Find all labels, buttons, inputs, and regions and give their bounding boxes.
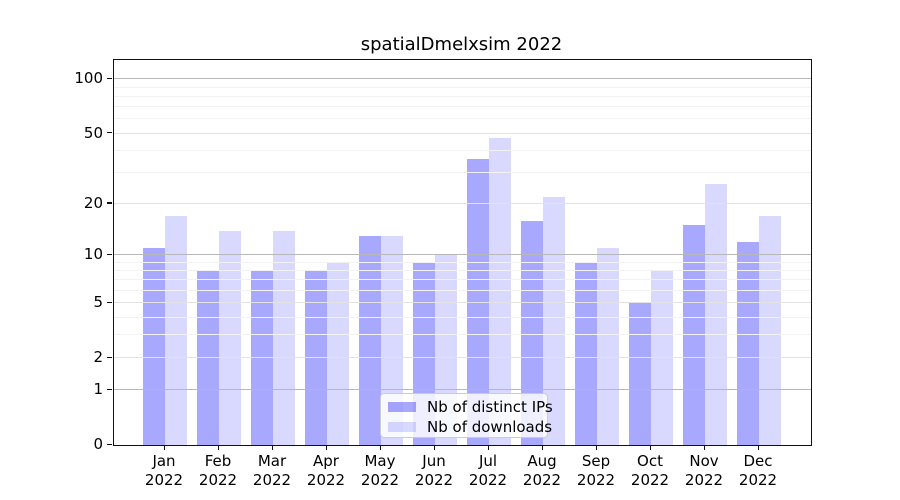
x-tick-apr	[325, 445, 327, 450]
x-tick-oct	[649, 445, 651, 450]
plot-area: Nb of distinct IPs Nb of downloads	[113, 59, 812, 446]
y-tick-label-2: 2	[93, 348, 103, 366]
legend-label-ips: Nb of distinct IPs	[427, 398, 553, 416]
y-tick-5	[107, 301, 112, 303]
x-tick-label-feb: Feb 2022	[198, 452, 238, 489]
x-tick-label-nov: Nov 2022	[684, 452, 724, 489]
downloads-bar-sep	[597, 248, 619, 445]
downloads-bar-may	[381, 235, 403, 445]
downloads-bar-aug	[543, 196, 565, 445]
x-tick-feb	[217, 445, 219, 450]
x-tick-jul	[487, 445, 489, 450]
x-tick-sep	[595, 445, 597, 450]
y-tick-2	[107, 356, 112, 358]
downloads-bar-feb	[219, 230, 241, 445]
gridline-20	[114, 202, 811, 204]
ips-swatch	[388, 402, 416, 412]
x-tick-dec	[757, 445, 759, 450]
ips-bar-jul	[467, 158, 489, 445]
x-tick-label-aug: Aug 2022	[522, 452, 562, 489]
y-tick-label-0: 0	[93, 435, 103, 453]
downloads-swatch	[388, 422, 416, 432]
gridline-100	[114, 78, 811, 80]
chart-title: spatialDmelxsim 2022	[360, 34, 563, 55]
gridline-2	[114, 357, 811, 358]
y-tick-label-10: 10	[83, 245, 103, 263]
y-tick-10	[107, 253, 112, 255]
x-tick-jun	[433, 445, 435, 450]
y-tick-label-5: 5	[93, 293, 103, 312]
downloads-bar-nov	[705, 183, 727, 445]
x-tick-jan	[163, 445, 165, 450]
x-tick-label-jan: Jan 2022	[144, 452, 184, 489]
y-tick-100	[107, 77, 112, 80]
legend-item-downloads: Nb of downloads	[381, 417, 552, 437]
gridline-4	[114, 316, 811, 318]
ips-bar-oct	[629, 303, 651, 445]
gridline-5	[114, 302, 811, 304]
y-tick-label-100: 100	[74, 69, 103, 88]
y-tick-50	[107, 132, 112, 134]
ips-bar-aug	[521, 220, 543, 445]
y-tick-label-20: 20	[83, 193, 103, 212]
legend: Nb of distinct IPs Nb of downloads	[380, 393, 553, 438]
y-tick-0	[107, 443, 112, 445]
downloads-bar-mar	[273, 230, 295, 445]
ips-bar-jan	[143, 248, 165, 445]
x-tick-label-apr: Apr 2022	[306, 452, 346, 489]
y-tick-20	[107, 202, 112, 204]
legend-label-downloads: Nb of downloads	[427, 418, 553, 436]
downloads-bar-jan	[165, 216, 187, 445]
gridline-6	[114, 289, 811, 291]
ips-bar-may	[359, 235, 381, 445]
legend-item-ips: Nb of distinct IPs	[381, 397, 553, 417]
gridline-80	[114, 95, 811, 97]
downloads-bar-jul	[489, 138, 511, 445]
y-tick-1	[107, 388, 112, 390]
gridline-8	[114, 269, 811, 271]
gridline-3	[114, 334, 811, 336]
gridline-70	[114, 106, 811, 108]
x-tick-aug	[541, 445, 543, 450]
gridline-50	[114, 132, 811, 134]
x-tick-label-dec: Dec 2022	[738, 452, 778, 489]
ips-bar-sep	[575, 262, 597, 445]
x-tick-label-oct: Oct 2022	[630, 452, 670, 489]
gridline-40	[114, 149, 811, 151]
gridline-90	[114, 86, 811, 88]
x-tick-may	[379, 445, 381, 450]
x-tick-nov	[703, 445, 705, 450]
ips-bar-dec	[737, 241, 759, 445]
ips-bar-nov	[683, 225, 705, 445]
x-tick-mar	[271, 445, 273, 450]
gridline-7	[114, 279, 811, 281]
x-tick-label-sep: Sep 2022	[576, 452, 616, 489]
downloads-bar-dec	[759, 216, 781, 445]
y-tick-label-50: 50	[83, 123, 103, 142]
x-tick-label-mar: Mar 2022	[252, 452, 292, 489]
gridline-9	[114, 261, 811, 263]
x-tick-label-may: May 2022	[360, 452, 400, 489]
x-tick-label-jun: Jun 2022	[414, 452, 454, 489]
y-tick-label-1: 1	[93, 380, 103, 399]
downloads-bar-apr	[327, 262, 349, 445]
gridline-10	[114, 254, 811, 255]
x-tick-label-jul: Jul 2022	[468, 452, 508, 489]
gridline-1	[114, 389, 811, 391]
gridline-60	[114, 118, 811, 120]
gridline-30	[114, 172, 811, 173]
